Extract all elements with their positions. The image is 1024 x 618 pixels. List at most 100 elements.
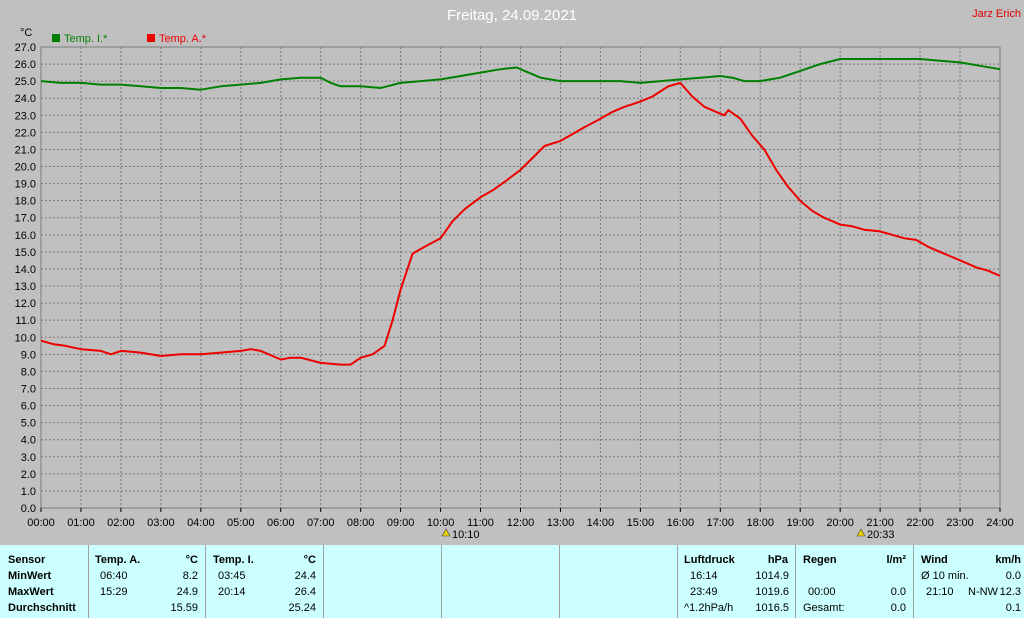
legend-swatch-temp-i: [52, 34, 60, 42]
sunset-marker: 20:33: [856, 528, 895, 541]
x-tick-label: 08:00: [347, 517, 375, 529]
y-tick-label: 10.0: [15, 332, 36, 344]
y-tick-label: 6.0: [21, 401, 36, 413]
temp-a-unit: °C: [185, 554, 198, 566]
y-tick-label: 27.0: [15, 42, 36, 54]
y-tick-label: 1.0: [21, 486, 36, 498]
legend-label-temp-i: Temp. I.*: [64, 33, 108, 45]
legend-label-temp-a: Temp. A.*: [159, 33, 207, 45]
x-tick-label: 17:00: [707, 517, 735, 529]
y-tick-label: 24.0: [15, 93, 36, 105]
row-label-min: MinWert: [8, 570, 52, 582]
pressure-max: 1019.6: [755, 586, 789, 598]
legend: Temp. I.* Temp. A.*: [52, 33, 207, 45]
rain-total-label: Gesamt:: [803, 602, 845, 614]
y-tick-label: 22.0: [15, 127, 36, 139]
x-tick-label: 24:00: [986, 517, 1014, 529]
sunrise-icon: [441, 528, 451, 537]
x-tick-label: 02:00: [107, 517, 135, 529]
y-tick-label: 9.0: [21, 349, 36, 361]
y-tick-label: 18.0: [15, 196, 36, 208]
temp-i-min-time: 03:45: [218, 570, 246, 582]
x-tick-label: 16:00: [667, 517, 695, 529]
temp-i-max: 26.4: [294, 586, 316, 598]
sensor-header: Sensor: [8, 554, 46, 566]
temperature-chart: 0.0 1.0 2.0 3.0 4.0 5.0 6.0 7.0 8.0 9.0 10.0 11.0 12…: [15, 7, 1021, 541]
wind-max-time: 21:10: [926, 586, 954, 598]
pressure-trend: ^1.2hPa/h: [684, 602, 734, 614]
y-tick-label: 26.0: [15, 59, 36, 71]
y-tick-label: 17.0: [15, 213, 36, 225]
wind-max-dir: N-NW: [968, 586, 998, 598]
legend-swatch-temp-a: [147, 34, 155, 42]
chart-title: Freitag, 24.09.2021: [447, 7, 577, 24]
x-tick-label: 13:00: [547, 517, 575, 529]
pressure-title: Luftdruck: [684, 554, 735, 566]
chart-series: [40, 58, 1001, 366]
y-tick-label: 21.0: [15, 144, 36, 156]
pressure-max-time: 23:49: [690, 586, 718, 598]
y-tick-label: 13.0: [15, 281, 36, 293]
rain-total: 0.0: [890, 602, 906, 614]
wind-last: 0.1: [1005, 602, 1021, 614]
sunrise-marker: 10:10: [441, 528, 480, 541]
x-tick-label: 19:00: [786, 517, 814, 529]
series-line-temp-i: [40, 58, 1001, 91]
statistics-panel: Sensor MinWert MaxWert Durchschnitt Temp…: [0, 545, 1024, 618]
x-tick-label: 23:00: [946, 517, 974, 529]
y-tick-label: 3.0: [21, 452, 36, 464]
chart-grid: [40, 46, 1001, 512]
temp-i-avg: 25.24: [288, 602, 316, 614]
y-tick-label: 23.0: [15, 110, 36, 122]
y-tick-label: 25.0: [15, 76, 36, 88]
pressure-current: 1016.5: [755, 602, 789, 614]
x-tick-label: 06:00: [267, 517, 295, 529]
series-line-temp-a: [40, 81, 1001, 366]
y-tick-label: 5.0: [21, 418, 36, 430]
wind-title: Wind: [921, 554, 948, 566]
y-unit-label: °C: [20, 27, 32, 39]
rain-max-time: 00:00: [808, 586, 836, 598]
x-tick-label: 01:00: [67, 517, 95, 529]
x-tick-label: 03:00: [147, 517, 175, 529]
y-tick-label: 14.0: [15, 264, 36, 276]
wind-unit: km/h: [995, 554, 1021, 566]
sunset-icon: [856, 528, 866, 537]
y-tick-label: 8.0: [21, 366, 36, 378]
rain-title: Regen: [803, 554, 837, 566]
temp-a-avg: 15.59: [170, 602, 198, 614]
y-tick-label: 12.0: [15, 298, 36, 310]
sunrise-time: 10:10: [452, 529, 480, 541]
y-tick-label: 2.0: [21, 469, 36, 481]
x-tick-labels: 00:00 01:00 02:00 03:00 04:00 05:00 06:00 07:00…: [27, 517, 1014, 529]
row-label-max: MaxWert: [8, 586, 54, 598]
y-tick-label: 0.0: [21, 503, 36, 515]
y-tick-label: 20.0: [15, 162, 36, 174]
sunset-time: 20:33: [867, 529, 895, 541]
y-tick-label: 7.0: [21, 383, 36, 395]
x-tick-label: 11:00: [467, 517, 494, 529]
temp-a-max: 24.9: [176, 586, 198, 598]
y-tick-label: 19.0: [15, 179, 36, 191]
x-tick-label: 21:00: [866, 517, 894, 529]
wind-avg-label: Ø 10 min.: [921, 570, 969, 582]
x-tick-label: 20:00: [826, 517, 854, 529]
temp-i-min: 24.4: [294, 570, 316, 582]
x-tick-label: 09:00: [387, 517, 415, 529]
row-label-avg: Durchschnitt: [8, 602, 76, 614]
y-tick-label: 15.0: [15, 247, 36, 259]
x-tick-label: 18:00: [746, 517, 774, 529]
temp-a-max-time: 15:29: [100, 586, 128, 598]
temp-a-title: Temp. A.: [95, 554, 141, 566]
rain-max: 0.0: [890, 586, 906, 598]
x-tick-label: 14:00: [587, 517, 615, 529]
x-tick-label: 12:00: [507, 517, 535, 529]
temp-i-unit: °C: [303, 554, 316, 566]
x-tick-label: 04:00: [187, 517, 215, 529]
x-tick-label: 05:00: [227, 517, 255, 529]
temp-a-min-time: 06:40: [100, 570, 128, 582]
y-tick-labels: 0.0 1.0 2.0 3.0 4.0 5.0 6.0 7.0 8.0 9.0 10.0 11.0 12…: [15, 42, 36, 515]
pressure-min-time: 16:14: [690, 570, 718, 582]
temp-i-max-time: 20:14: [218, 586, 246, 598]
y-tick-label: 4.0: [21, 435, 36, 447]
